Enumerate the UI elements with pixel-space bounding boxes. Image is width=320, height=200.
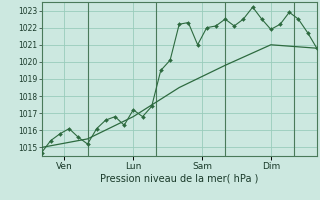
X-axis label: Pression niveau de la mer( hPa ): Pression niveau de la mer( hPa ) — [100, 173, 258, 183]
